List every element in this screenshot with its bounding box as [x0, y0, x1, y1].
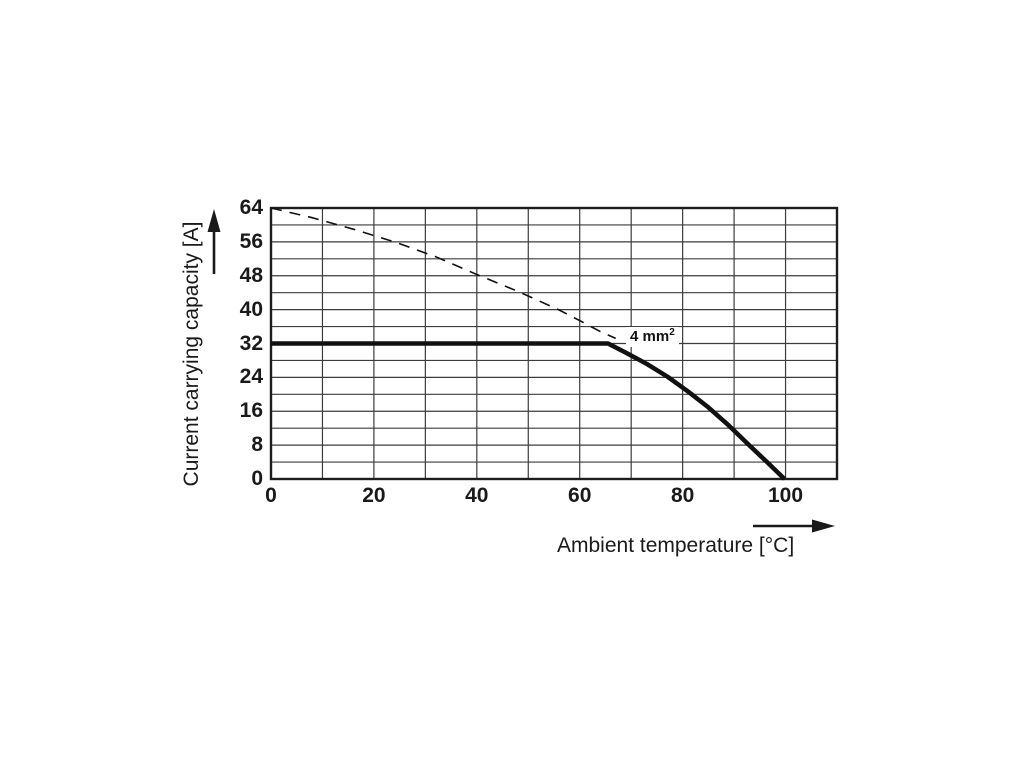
x-axis-title: Ambient temperature [°C] [557, 534, 795, 557]
thermal-limit-line-dashed [270, 207, 617, 340]
y-axis-arrow-icon [207, 209, 221, 274]
x-tick-label: 40 [465, 484, 489, 507]
y-tick-label: 0 [251, 467, 263, 490]
data-series-layer [270, 207, 787, 481]
x-tick-label: 20 [362, 484, 386, 507]
y-tick-label: 16 [239, 399, 263, 423]
x-axis-arrow-icon [753, 519, 835, 533]
y-tick-label: 32 [239, 331, 263, 355]
y-tick-label: 64 [239, 196, 263, 219]
x-tick-label: 80 [670, 484, 695, 507]
x-tick-label: 100 [768, 484, 804, 507]
curve-label-text: 4 mm [630, 328, 670, 346]
y-tick-label: 48 [239, 263, 263, 287]
x-tick-label: 0 [265, 484, 277, 507]
y-tick-label: 8 [251, 433, 263, 457]
derating-curve-4mm2 [271, 341, 787, 481]
x-tick-label: 60 [568, 484, 592, 507]
y-axis-title: Current carrying capacity [A] [180, 221, 203, 487]
curve-label-superscript: 2 [669, 327, 675, 339]
y-tick-label: 56 [239, 229, 263, 253]
y-tick-label: 24 [239, 365, 263, 389]
y-tick-label: 40 [239, 297, 263, 321]
curve-label-4mm2: 4 mm2 [626, 327, 679, 348]
